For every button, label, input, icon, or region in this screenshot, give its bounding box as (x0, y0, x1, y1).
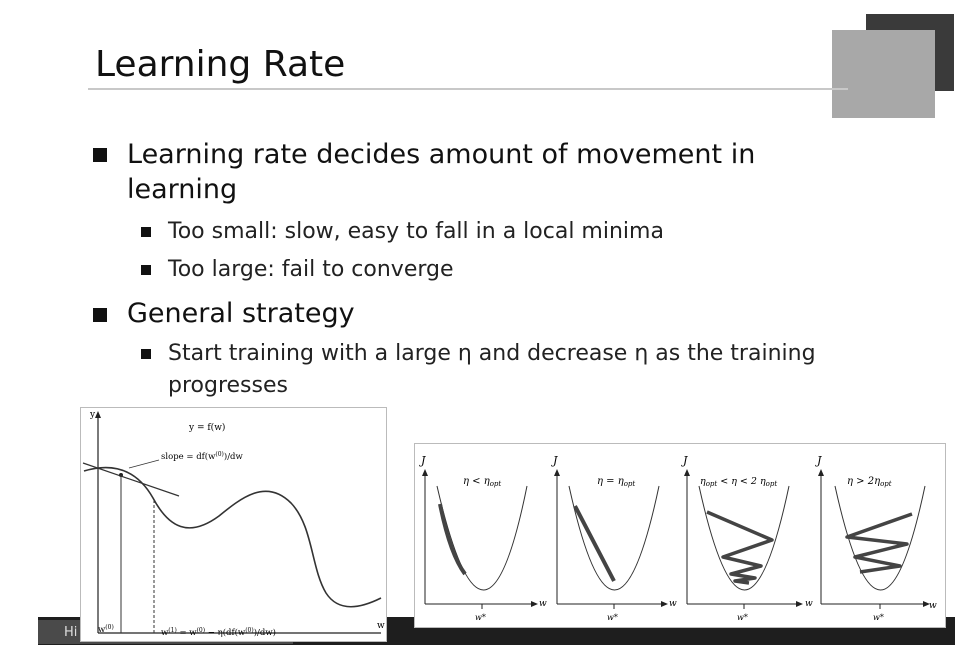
panel-4-wstar-label: w* (873, 613, 884, 622)
sub-bullet-1-2: Too large: fail to converge (168, 257, 454, 282)
panel-too-large-lr: J w w* η > 2ηopt (815, 454, 937, 622)
bullet-1-line-1: Learning rate decides amount of movement… (127, 139, 756, 170)
panel-4-y-arrow-icon (818, 469, 824, 476)
slide-title: Learning Rate (95, 44, 346, 85)
bullet-square-icon (93, 148, 107, 162)
title-underline (88, 88, 848, 90)
panel-2-J-label: J (551, 454, 558, 467)
bullet-square-icon (93, 308, 107, 322)
sub-bullet-square-icon (141, 349, 151, 359)
panel-large-lr: J w w* ηopt < η < 2 ηopt (681, 454, 813, 622)
panel-2-step (573, 505, 616, 582)
panel-4-x-arrow-icon (923, 601, 930, 607)
panel-3-w-label: w (805, 599, 813, 609)
sub-bullet-2-1-line-1: Start training with a large η and decrea… (168, 341, 816, 366)
panel-4-curve (834, 485, 926, 591)
tangent-line (82, 462, 180, 497)
panel-3-y-arrow-icon (684, 469, 690, 476)
decor-light-block (832, 30, 935, 118)
panel-1-condition: η < ηopt (463, 476, 501, 488)
sub-bullet-square-icon (141, 227, 151, 237)
function-label: y = f(w) (188, 422, 225, 433)
gradient-descent-figure: y w y = f(w) slope = df(w(0))/dw w(0) w(… (80, 407, 387, 642)
bullet-1-line-2: learning (127, 174, 238, 205)
panel-3-curve (698, 485, 790, 591)
panel-2-y-arrow-icon (554, 469, 560, 476)
panel-1-wstar-label: w* (475, 613, 486, 622)
update-rule-label: w(1) = w(0) − η(df(w(0))/dw) (161, 627, 276, 638)
panel-3-J-label: J (681, 454, 688, 467)
y-axis-arrow-icon (95, 411, 101, 418)
slope-pointer-line (128, 459, 160, 469)
panel-2-curve (568, 485, 660, 591)
panel-4-steps (845, 512, 913, 574)
panel-2-condition: η = ηopt (597, 476, 635, 488)
panel-2-x-arrow-icon (661, 601, 668, 607)
panel-1-J-label: J (419, 454, 426, 467)
bullet-2-line-1: General strategy (127, 298, 355, 329)
function-curve (83, 466, 382, 608)
learning-rate-svg: J w w* η < ηopt J w w* η = ηopt (419, 454, 937, 622)
panel-1-w-label: w (539, 599, 547, 609)
panel-optimal-lr: J w w* η = ηopt (551, 454, 677, 622)
panel-1-y-arrow-icon (422, 469, 428, 476)
panel-1-curve (436, 485, 528, 591)
panel-4-J-label: J (815, 454, 822, 467)
panel-2-wstar-label: w* (607, 613, 618, 622)
panel-3-steps (706, 510, 774, 585)
sub-bullet-1-1: Too small: slow, easy to fall in a local… (168, 219, 664, 244)
y-axis-label: y (89, 410, 96, 420)
panel-1-steps (438, 503, 467, 576)
slope-label: slope = df(w(0))/dw (161, 451, 243, 462)
panel-4-w-label: w (929, 601, 937, 611)
panel-small-lr: J w w* η < ηopt (419, 454, 547, 622)
panel-3-condition: ηopt < η < 2 ηopt (700, 476, 777, 488)
panel-3-x-arrow-icon (796, 601, 803, 607)
panel-1-x-arrow-icon (531, 601, 538, 607)
footer-text: Hi (64, 625, 78, 640)
learning-rate-comparison-figure: J w w* η < ηopt J w w* η = ηopt (414, 443, 946, 628)
x-axis-label: w (377, 621, 385, 631)
gradient-descent-svg: y w y = f(w) slope = df(w(0))/dw w(0) w(… (82, 410, 385, 638)
sub-bullet-2-1-line-2: progresses (168, 373, 288, 398)
panel-3-wstar-label: w* (737, 613, 748, 622)
w0-label: w(0) (98, 624, 114, 635)
panel-2-w-label: w (669, 599, 677, 609)
sub-bullet-square-icon (141, 265, 151, 275)
panel-4-condition: η > 2ηopt (847, 476, 892, 488)
